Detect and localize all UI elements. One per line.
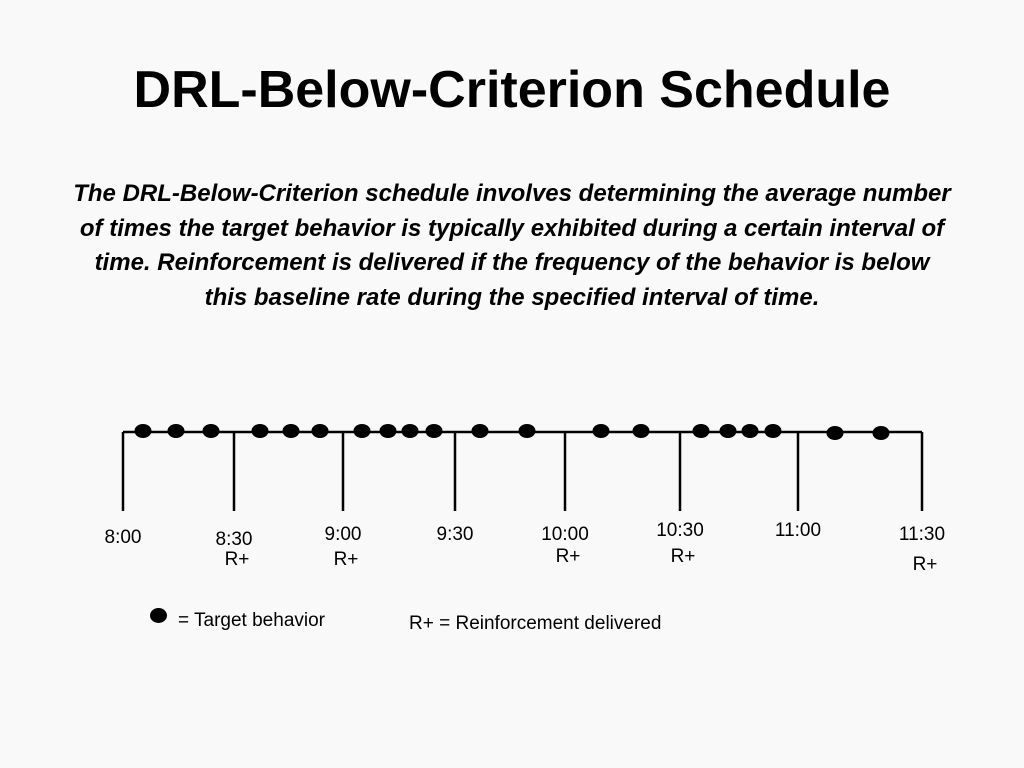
target-behavior-dot [632, 424, 650, 438]
target-behavior-dot [401, 424, 419, 438]
target-behavior-dot [353, 424, 371, 438]
reinforcement-label: R+ [333, 549, 359, 570]
tick-lines [121, 432, 924, 511]
target-behavior-dot [471, 424, 489, 438]
tick-time-label: 8:00 [104, 527, 142, 548]
target-behavior-dot [167, 424, 185, 438]
target-behavior-dot [202, 424, 220, 438]
target-behavior-dot [872, 426, 890, 440]
target-behavior-dot [251, 424, 269, 438]
target-behavior-dot [311, 424, 329, 438]
target-behavior-dot [425, 424, 443, 438]
target-behavior-dot [692, 424, 710, 438]
slide-title: DRL-Below-Criterion Schedule [133, 61, 891, 119]
target-behavior-legend-icon [150, 608, 167, 623]
tick-time-label: 9:30 [436, 524, 474, 545]
slide-description: The DRL-Below-Criterion schedule involve… [73, 180, 951, 311]
target-behavior-dot [826, 426, 844, 440]
target-behavior-dot [741, 424, 759, 438]
target-behavior-dot [592, 424, 610, 438]
reinforcement-label: R+ [555, 546, 581, 567]
target-behavior-dot [764, 424, 782, 438]
tick-time-label: 8:30 [215, 529, 253, 550]
target-behavior-dot [282, 424, 300, 438]
reinforcement-label: R+ [224, 549, 250, 570]
reinforcement-label: R+ [670, 546, 696, 567]
target-behavior-dot [518, 424, 536, 438]
tick-time-label: 10:00 [541, 524, 589, 545]
target-behavior-dot [719, 424, 737, 438]
tick-time-label: 11:00 [774, 520, 822, 541]
target-behavior-legend-label: = Target behavior [178, 610, 325, 631]
tick-time-label: 11:30 [898, 524, 946, 545]
tick-time-label: 10:30 [656, 520, 704, 541]
tick-time-label: 9:00 [324, 524, 362, 545]
target-behavior-dot [134, 424, 152, 438]
behavior-dots [134, 424, 890, 440]
reinforcement-legend-label: R+ = Reinforcement delivered [409, 613, 662, 634]
target-behavior-dot [379, 424, 397, 438]
reinforcement-label: R+ [912, 554, 938, 575]
